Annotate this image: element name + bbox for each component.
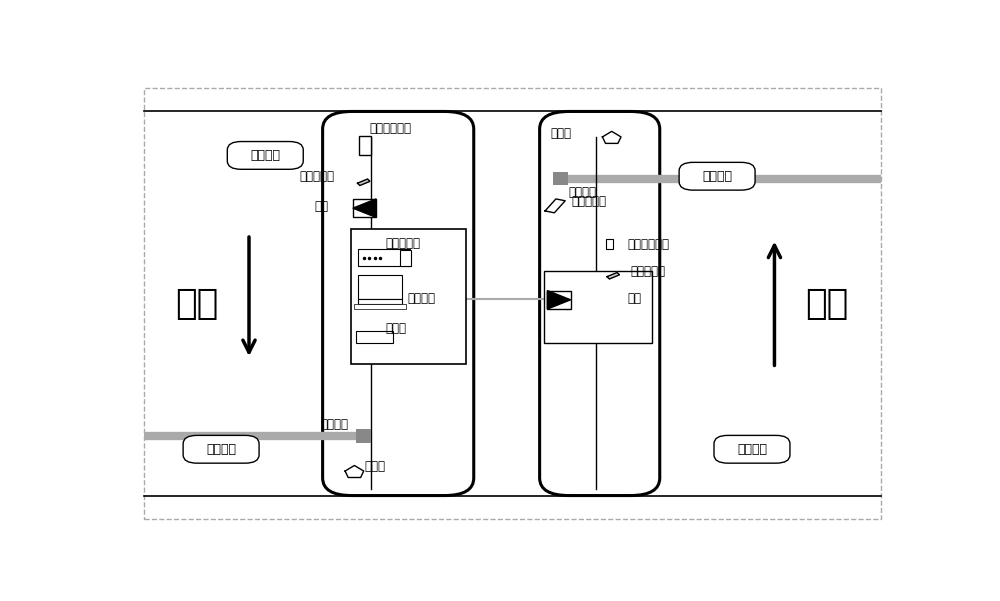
Text: 蓝牙读卡器: 蓝牙读卡器	[630, 264, 665, 278]
Text: 感应线圈: 感应线圈	[737, 443, 767, 456]
Text: 蓝牙读卡器: 蓝牙读卡器	[300, 169, 335, 183]
Text: 摄像机: 摄像机	[364, 460, 385, 473]
Bar	[356, 429, 371, 444]
Bar	[547, 290, 571, 309]
Text: 入口: 入口	[805, 287, 848, 320]
Bar	[400, 250, 411, 266]
Text: 票箱: 票箱	[314, 200, 328, 213]
Polygon shape	[545, 199, 565, 213]
FancyBboxPatch shape	[323, 111, 474, 496]
Text: 中距离读卡器: 中距离读卡器	[627, 238, 669, 251]
FancyBboxPatch shape	[540, 111, 660, 496]
Text: 中距离读卡器: 中距离读卡器	[369, 122, 411, 135]
Polygon shape	[345, 466, 364, 478]
Polygon shape	[547, 290, 571, 309]
Text: 感应线圈: 感应线圈	[250, 149, 280, 162]
Bar	[544, 271, 652, 343]
FancyBboxPatch shape	[183, 435, 259, 463]
Text: 入口道闸: 入口道闸	[568, 186, 596, 199]
Polygon shape	[607, 272, 619, 279]
FancyBboxPatch shape	[714, 435, 790, 463]
Text: 滤波器: 滤波器	[386, 323, 407, 335]
Polygon shape	[353, 199, 376, 218]
Bar	[359, 136, 371, 156]
Bar	[356, 331, 393, 343]
Bar	[351, 230, 466, 364]
Text: 出口: 出口	[175, 287, 218, 320]
Bar	[358, 249, 410, 266]
FancyBboxPatch shape	[679, 162, 755, 190]
Bar	[353, 199, 376, 218]
Text: 管理系统: 管理系统	[408, 292, 436, 305]
FancyBboxPatch shape	[227, 141, 303, 169]
Text: 摄像机: 摄像机	[550, 127, 571, 139]
Text: 车位显示器: 车位显示器	[571, 195, 606, 208]
Text: 出口道闸: 出口道闸	[320, 418, 348, 432]
Text: 票箱: 票箱	[627, 292, 641, 305]
Text: 感应线圈: 感应线圈	[206, 443, 236, 456]
Bar	[358, 299, 402, 304]
Text: 系统服务器: 系统服务器	[385, 237, 420, 250]
Bar	[606, 239, 613, 249]
Bar	[358, 275, 402, 299]
Text: 感应线圈: 感应线圈	[702, 169, 732, 183]
Polygon shape	[358, 179, 370, 186]
Bar	[354, 305, 406, 309]
Polygon shape	[602, 132, 621, 144]
Bar	[553, 172, 568, 186]
